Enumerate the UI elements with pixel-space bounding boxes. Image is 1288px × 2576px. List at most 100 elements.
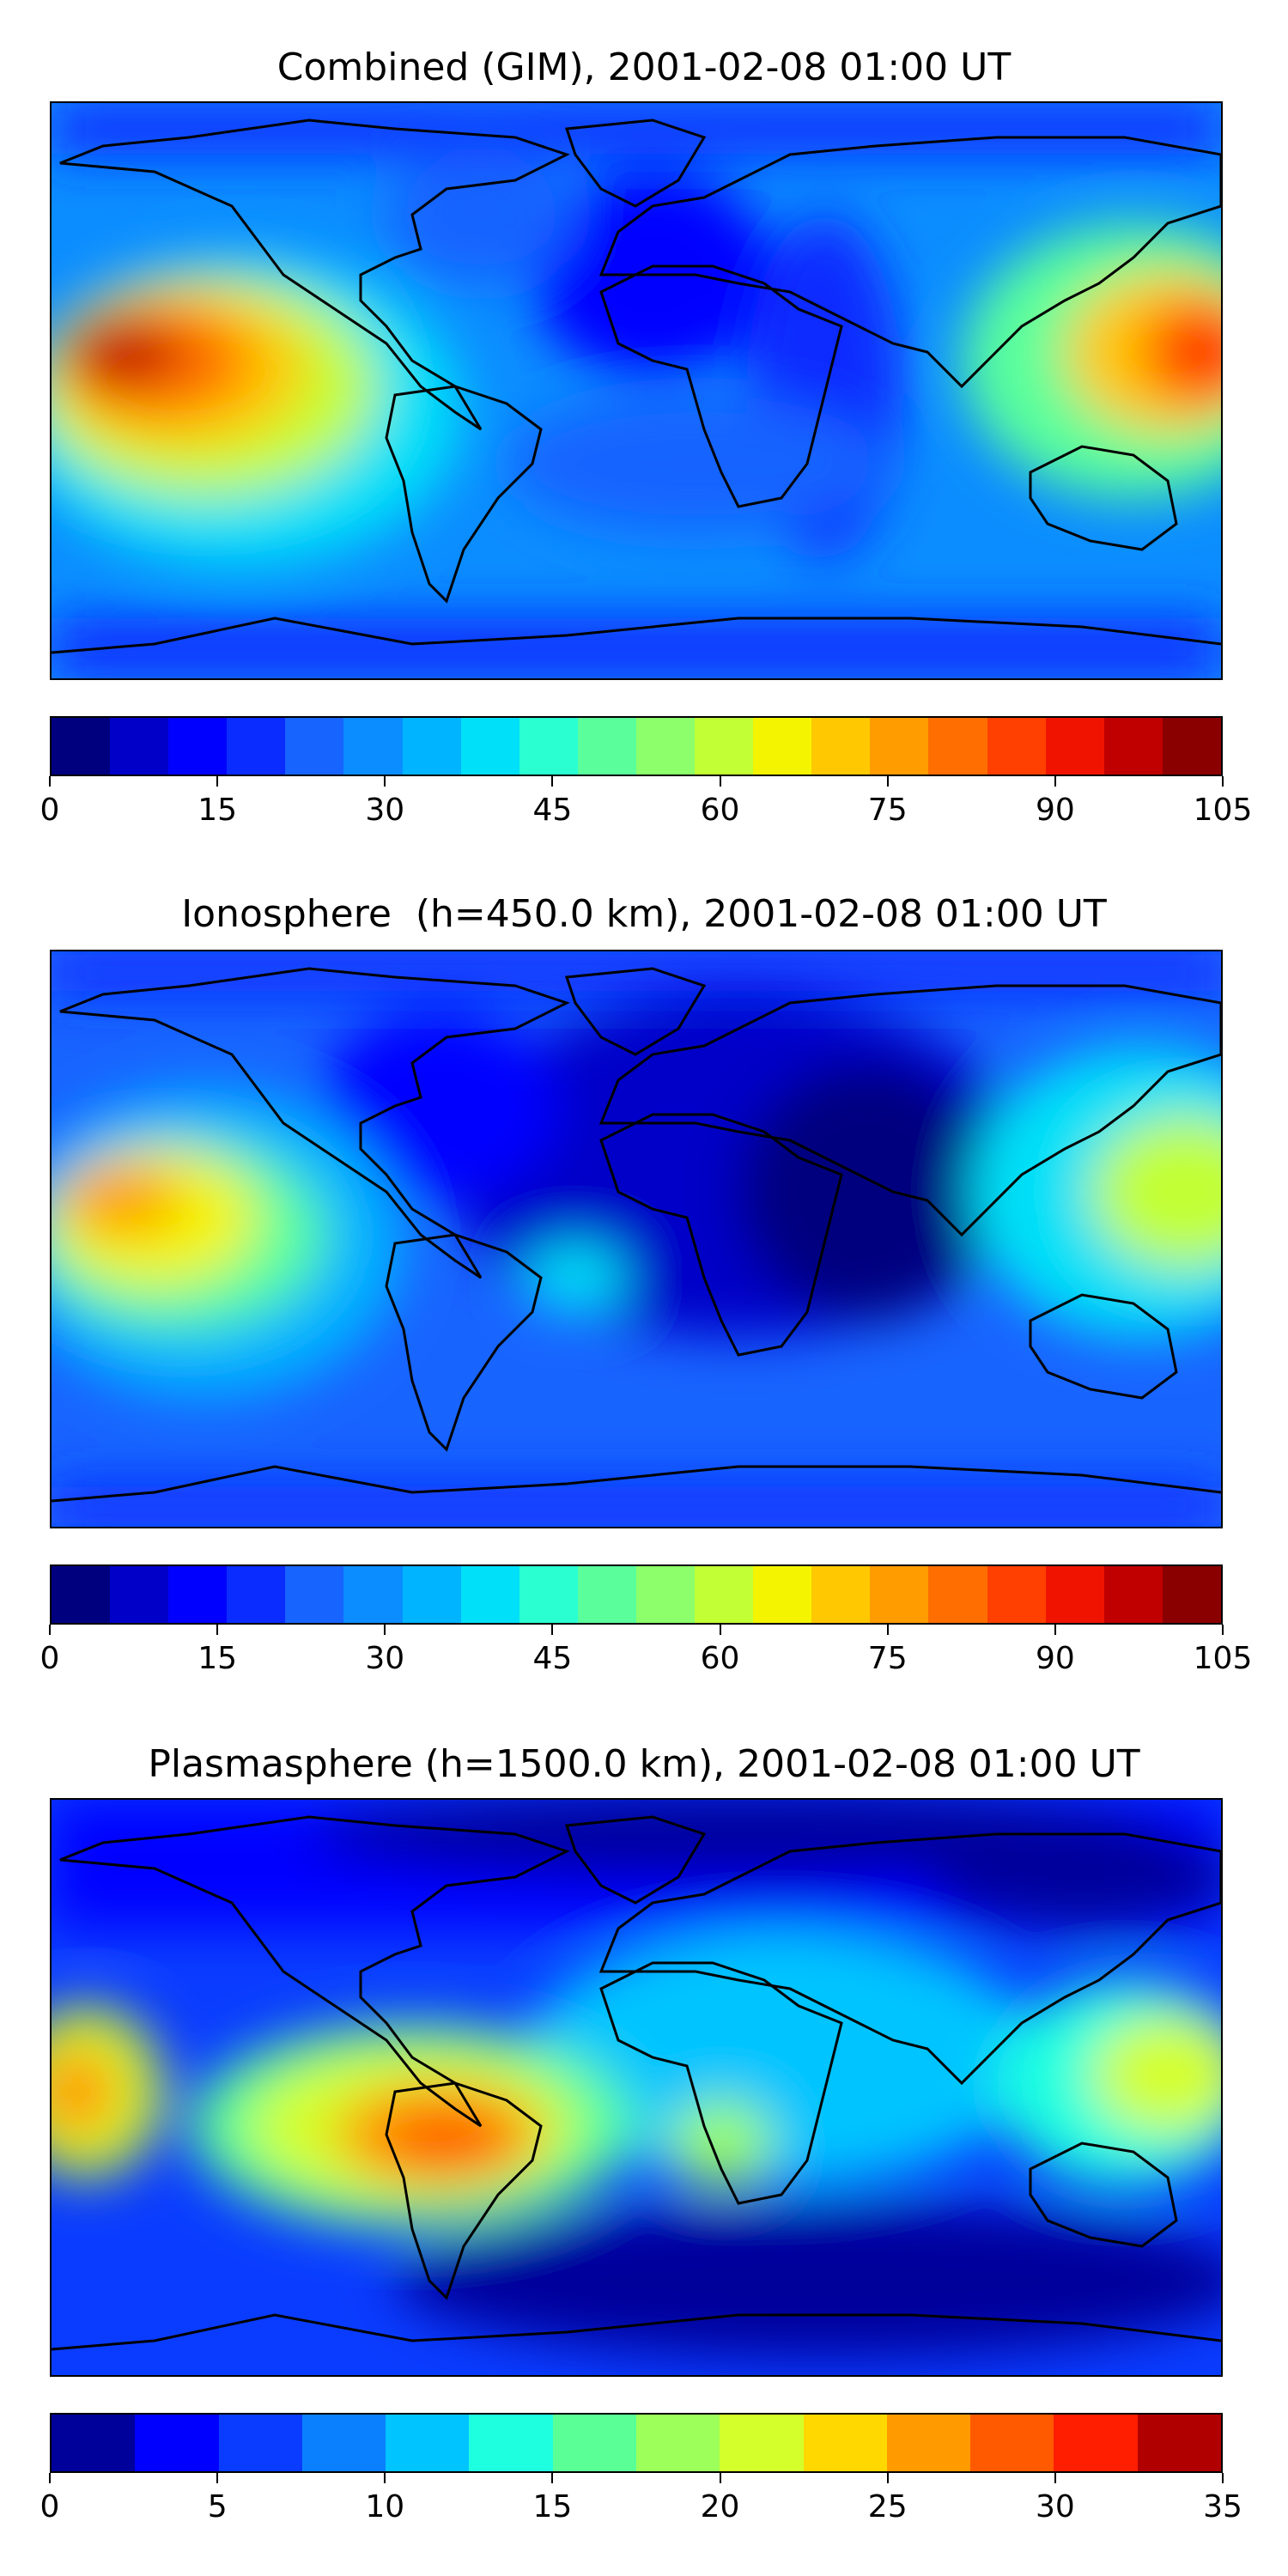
colorbar-tick — [886, 776, 889, 787]
colorbar-tick-label: 15 — [197, 793, 238, 828]
colorbar-segment — [886, 2415, 971, 2471]
colorbar — [50, 2413, 1223, 2473]
colorbar — [50, 1564, 1223, 1625]
colorbar-tick-label: 60 — [700, 793, 740, 828]
colorbar-segment — [285, 1566, 344, 1623]
colorbar-tick — [719, 2473, 721, 2483]
colorbar-segment — [386, 2415, 470, 2471]
colorbar-segment — [1103, 718, 1163, 775]
colorbar-tick-label: 105 — [1193, 793, 1253, 828]
colorbar-tick-label: 15 — [197, 1641, 238, 1676]
colorbar-tick — [49, 1625, 51, 1635]
colorbar-segment — [1137, 2415, 1221, 2471]
colorbar-segment — [987, 718, 1046, 775]
continent-south-america — [385, 385, 543, 604]
map-title: Plasmasphere (h=1500.0 km), 2001-02-08 0… — [148, 1742, 1140, 1786]
colorbar-tick-label: 20 — [700, 2489, 740, 2524]
colorbar-tick-label: 5 — [207, 2489, 228, 2524]
colorbar-tick — [384, 1625, 386, 1635]
colorbar-tick-label: 30 — [365, 793, 405, 828]
colorbar-tick — [886, 2473, 889, 2483]
colorbar-segment — [1162, 718, 1221, 775]
colorbar-segment — [519, 718, 578, 775]
map-title: Ionosphere (h=450.0 km), 2001-02-08 01:0… — [181, 892, 1107, 936]
map-title: Combined (GIM), 2001-02-08 01:00 UT — [276, 46, 1012, 89]
colorbar-segment — [52, 1566, 111, 1623]
colorbar-segment — [168, 1566, 228, 1623]
colorbar-segment — [695, 1566, 754, 1623]
colorbar-tick-label: 10 — [365, 2489, 405, 2524]
colorbar-segment — [218, 2415, 302, 2471]
tec-map-plasmasphere — [50, 1798, 1223, 2377]
colorbar-ticks: 0 15 30 45 60 75 90 105 — [40, 1625, 1252, 1676]
colorbar-tick — [216, 2473, 219, 2483]
colorbar-segment — [928, 718, 987, 775]
colorbar-tick — [1222, 1625, 1224, 1635]
colorbar-tick — [551, 776, 554, 787]
colorbar-tick-label: 25 — [867, 2489, 908, 2524]
colorbar-segment — [1162, 1566, 1221, 1623]
colorbar-tick — [216, 776, 219, 787]
colorbar-tick — [719, 1625, 721, 1635]
colorbar-segment — [460, 1566, 519, 1623]
colorbar-tick-label: 15 — [532, 2489, 573, 2524]
colorbar-segment — [577, 1566, 636, 1623]
colorbar-tick — [1054, 2473, 1056, 2483]
colorbar-segment — [469, 2415, 553, 2471]
colorbar-segment — [987, 1566, 1046, 1623]
colorbar-tick-label: 0 — [39, 1641, 60, 1676]
colorbar-segment — [519, 1566, 578, 1623]
colorbar-tick — [49, 776, 51, 787]
colorbar-segment — [695, 718, 754, 775]
colorbar-segment — [870, 718, 929, 775]
colorbar-tick-label: 45 — [532, 1641, 573, 1676]
colorbar — [50, 716, 1223, 776]
colorbar-segment — [343, 718, 403, 775]
colorbar-tick — [1054, 776, 1056, 787]
colorbar-tick — [384, 776, 386, 787]
colorbar-tick — [1054, 1625, 1056, 1635]
colorbar-tick — [216, 1625, 219, 1635]
colorbar-segment — [110, 1566, 169, 1623]
colorbar-tick — [1222, 2473, 1224, 2483]
colorbar-tick — [551, 2473, 554, 2483]
colorbar-tick-label: 0 — [39, 2489, 60, 2524]
colorbar-ticks: 0 5 10 15 20 25 30 35 — [40, 2473, 1242, 2524]
colorbar-tick — [49, 2473, 51, 2483]
colorbar-tick — [719, 776, 721, 787]
colorbar-tick — [886, 1625, 889, 1635]
colorbar-segment — [343, 1566, 403, 1623]
colorbar-tick-label: 60 — [700, 1641, 740, 1676]
colorbar-segment — [928, 1566, 987, 1623]
continent-africa — [599, 264, 843, 508]
continent-greenland — [564, 118, 707, 208]
colorbar-segment — [1054, 2415, 1138, 2471]
colorbar-segment — [227, 718, 286, 775]
colorbar-segment — [1103, 1566, 1163, 1623]
colorbar-segment — [635, 718, 696, 775]
colorbar-segment — [635, 2415, 720, 2471]
tec-map-ionosphere — [50, 950, 1223, 1528]
continent-australia — [1029, 445, 1178, 551]
colorbar-segment — [168, 718, 228, 775]
colorbar-segment — [460, 718, 519, 775]
colorbar-segment — [753, 718, 812, 775]
colorbar-tick — [384, 2473, 386, 2483]
colorbar-segment — [970, 2415, 1054, 2471]
colorbar-segment — [135, 2415, 219, 2471]
colorbar-segment — [753, 1566, 812, 1623]
continent-north-america — [59, 118, 570, 431]
colorbar-segment — [301, 2415, 386, 2471]
continent-eurasia — [598, 136, 1221, 389]
colorbar-tick-label: 30 — [1035, 2489, 1075, 2524]
colorbar-segment — [1045, 1566, 1104, 1623]
colorbar-segment — [402, 1566, 461, 1623]
colorbar-segment — [811, 1566, 871, 1623]
colorbar-tick-label: 90 — [1035, 1641, 1075, 1676]
colorbar-ticks: 0 15 30 45 60 75 90 105 — [40, 776, 1252, 828]
colorbar-tick-label: 105 — [1193, 1641, 1253, 1676]
colorbar-segment — [52, 2415, 136, 2471]
colorbar-segment — [52, 718, 111, 775]
colorbar-segment — [811, 718, 871, 775]
colorbar-tick-label: 45 — [532, 793, 573, 828]
